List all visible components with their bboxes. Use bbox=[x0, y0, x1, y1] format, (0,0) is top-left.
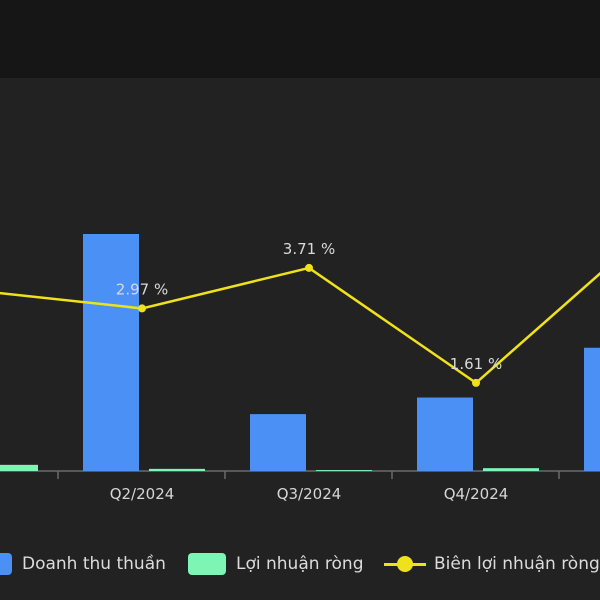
legend-swatch-loi-nhuan-rong bbox=[188, 553, 226, 575]
legend-label-loi-nhuan-rong: Lợi nhuận ròng bbox=[236, 554, 364, 574]
bar-loi-nhuan-rong[interactable] bbox=[316, 470, 372, 471]
data-label-bien-loi-nhuan-rong: 3.71 % bbox=[283, 240, 335, 258]
line-point-bien-loi-nhuan-rong[interactable] bbox=[305, 263, 313, 272]
x-tick-label: Q4/2024 bbox=[444, 485, 509, 503]
legend-swatch-doanh-thu-thuan bbox=[0, 553, 12, 575]
x-tick-label: Q2/2024 bbox=[110, 485, 175, 503]
line-point-bien-loi-nhuan-rong[interactable] bbox=[138, 304, 146, 313]
bar-doanh-thu-thuan[interactable] bbox=[417, 397, 473, 471]
bar-loi-nhuan-rong[interactable] bbox=[149, 468, 205, 471]
legend-item-loi-nhuan-rong[interactable]: Lợi nhuận ròng bbox=[188, 548, 364, 580]
data-label-bien-loi-nhuan-rong: 1.61 % bbox=[450, 355, 502, 373]
bar-series-layer bbox=[0, 234, 600, 471]
legend: Doanh thu thuần Lợi nhuận ròng Biên lợi … bbox=[0, 548, 600, 580]
legend-label-doanh-thu-thuan: Doanh thu thuần bbox=[22, 554, 166, 574]
legend-item-doanh-thu-thuan[interactable]: Doanh thu thuần bbox=[0, 548, 166, 580]
bar-loi-nhuan-rong[interactable] bbox=[0, 464, 38, 471]
line-point-bien-loi-nhuan-rong[interactable] bbox=[472, 378, 480, 387]
bar-loi-nhuan-rong[interactable] bbox=[483, 468, 539, 471]
data-label-bien-loi-nhuan-rong: 2.97 % bbox=[116, 280, 168, 298]
bar-doanh-thu-thuan[interactable] bbox=[584, 347, 600, 471]
bar-doanh-thu-thuan[interactable] bbox=[250, 414, 306, 471]
x-tick-label: Q3/2024 bbox=[277, 485, 342, 503]
data-label-layer: 2.97 % 3.71 % 1.61 % bbox=[116, 240, 502, 373]
legend-label-bien-loi-nhuan-rong: Biên lợi nhuận ròng bbox=[434, 554, 600, 574]
legend-swatch-bien-loi-nhuan-rong bbox=[384, 553, 426, 575]
line-series-layer bbox=[0, 263, 600, 387]
bar-doanh-thu-thuan[interactable] bbox=[83, 234, 139, 471]
chart-header-bar bbox=[0, 0, 600, 79]
legend-item-bien-loi-nhuan-rong[interactable]: Biên lợi nhuận ròng bbox=[384, 548, 600, 580]
